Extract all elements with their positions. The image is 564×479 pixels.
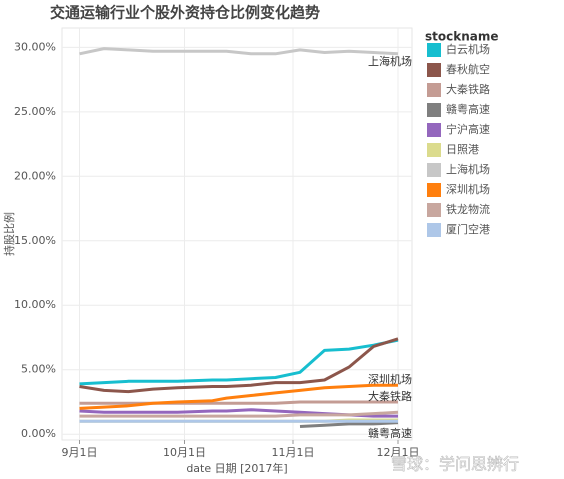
- watermark: 雪球：学问思辨行: [391, 455, 519, 474]
- legend-swatch: [427, 163, 441, 177]
- legend-swatch: [427, 83, 441, 97]
- legend-label: 春秋航空: [446, 62, 490, 76]
- y-tick-label: 5.00%: [21, 363, 56, 376]
- legend-swatch: [427, 223, 441, 237]
- series-line: [79, 410, 399, 418]
- legend-swatch: [427, 143, 441, 157]
- series-line: [79, 383, 398, 410]
- legend-label: 日照港: [446, 143, 479, 156]
- legend-title: stockname: [425, 30, 499, 44]
- series-line: [79, 47, 399, 56]
- legend-swatch: [427, 43, 441, 57]
- legend-label: 厦门空港: [446, 222, 490, 236]
- legend-swatch: [427, 123, 441, 137]
- x-tick-label: 10月1日: [163, 446, 206, 459]
- plot-area: [61, 27, 413, 441]
- legend-label: 赣粤高速: [446, 102, 490, 116]
- y-tick-label: 30.00%: [14, 40, 56, 53]
- legend-swatch: [427, 63, 441, 77]
- annotation: 赣粤高速: [368, 426, 412, 440]
- y-tick-label: 10.00%: [14, 298, 56, 311]
- legend-swatch: [427, 103, 441, 117]
- x-tick-label: 9月1日: [62, 446, 98, 459]
- series-line: [299, 421, 399, 428]
- x-tick-label: 12月1日: [377, 446, 420, 459]
- series-line: [79, 337, 399, 394]
- legend-label: 宁沪高速: [446, 122, 490, 136]
- chart-title: 交通运输行业个股外资持仓比例变化趋势: [50, 4, 320, 22]
- annotation: 上海机场: [368, 54, 412, 68]
- x-tick-label: 11月1日: [272, 446, 315, 459]
- y-tick-label: 25.00%: [14, 105, 56, 118]
- series-line: [79, 400, 398, 405]
- y-axis-label: 持股比例: [2, 212, 16, 256]
- y-tick-label: 0.00%: [21, 427, 56, 440]
- annotation: 大秦铁路: [368, 389, 412, 403]
- annotation: 深圳机场: [368, 372, 412, 386]
- legend-label: 铁龙物流: [446, 202, 490, 216]
- legend-label: 深圳机场: [446, 182, 490, 196]
- legend-swatch: [427, 183, 441, 197]
- legend-swatch: [427, 203, 441, 217]
- y-tick-label: 20.00%: [14, 169, 56, 182]
- legend-label: 大秦铁路: [446, 82, 490, 96]
- x-axis-label: date 日期 [2017年]: [186, 461, 287, 475]
- y-tick-label: 15.00%: [14, 234, 56, 247]
- legend-label: 白云机场: [446, 42, 490, 56]
- series-line: [79, 338, 399, 386]
- legend-label: 上海机场: [446, 162, 490, 176]
